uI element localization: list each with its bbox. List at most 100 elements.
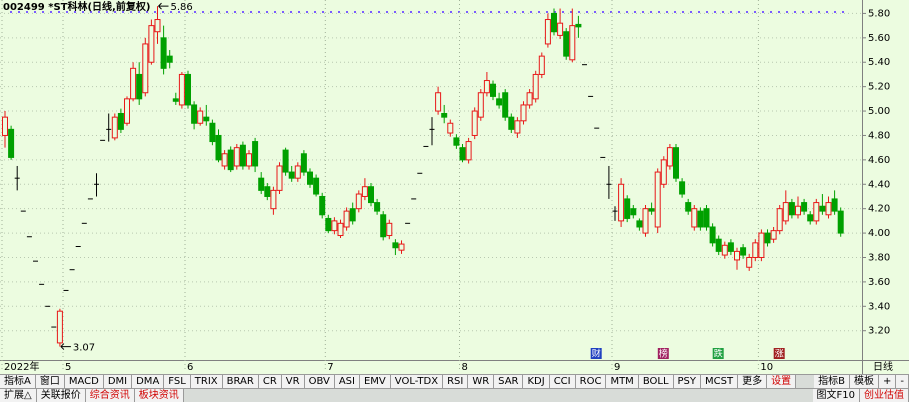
candle-body bbox=[648, 208, 655, 212]
button[interactable]: 扩展△ bbox=[0, 389, 37, 402]
button[interactable]: CR bbox=[258, 375, 282, 388]
candle-body bbox=[697, 210, 704, 228]
candle-body bbox=[673, 147, 679, 179]
candle-body bbox=[319, 195, 326, 216]
candle-body bbox=[837, 210, 844, 234]
candle-body bbox=[264, 186, 271, 197]
button[interactable]: VOL-TDX bbox=[390, 375, 444, 388]
button[interactable]: WR bbox=[468, 375, 495, 388]
y-tick-label: 4.80 bbox=[868, 130, 890, 141]
event-label: 跌 bbox=[714, 349, 723, 360]
candle-body bbox=[136, 73, 143, 100]
button[interactable]: ROC bbox=[575, 375, 607, 388]
candle-body bbox=[386, 222, 393, 237]
y-tick-label: 5.60 bbox=[868, 33, 890, 44]
candle-body bbox=[307, 171, 313, 185]
event-marker bbox=[657, 348, 669, 359]
candle-body bbox=[337, 222, 344, 237]
button[interactable]: VR bbox=[281, 375, 305, 388]
button[interactable]: MTM bbox=[606, 375, 639, 388]
candle-body bbox=[227, 149, 234, 171]
candle-body bbox=[691, 208, 698, 228]
candle-body bbox=[270, 189, 277, 210]
button[interactable]: FSL bbox=[164, 375, 191, 388]
candle-body bbox=[331, 220, 338, 232]
button[interactable]: 图文F10 bbox=[812, 389, 860, 402]
button[interactable]: MCST bbox=[701, 375, 739, 388]
button[interactable]: 综合资讯 bbox=[85, 389, 135, 402]
candle-body bbox=[191, 104, 198, 124]
candle-body bbox=[758, 232, 765, 258]
button[interactable]: 更多 bbox=[738, 375, 768, 388]
y-tick-label: 5.40 bbox=[868, 57, 890, 68]
candle-body bbox=[715, 238, 722, 252]
candle-body bbox=[453, 137, 460, 146]
candle-body bbox=[221, 153, 228, 167]
button[interactable]: PSY bbox=[673, 375, 702, 388]
button[interactable]: 窗口 bbox=[35, 375, 65, 388]
candle-body bbox=[569, 25, 576, 61]
button[interactable]: DMI bbox=[103, 375, 133, 388]
button[interactable]: 模板 bbox=[850, 375, 879, 388]
candle-body bbox=[435, 92, 442, 112]
button[interactable]: CCI bbox=[549, 375, 576, 388]
button[interactable]: OBV bbox=[304, 375, 335, 388]
annotation-label: 3.07 bbox=[73, 343, 95, 354]
button[interactable]: DMA bbox=[132, 375, 165, 388]
x-tick-label: 5 bbox=[65, 362, 71, 373]
candle-body bbox=[8, 128, 15, 158]
candle-body bbox=[685, 202, 692, 212]
candle-body bbox=[508, 116, 515, 130]
button[interactable]: + bbox=[879, 375, 897, 388]
candle-body bbox=[477, 92, 484, 118]
candle-body bbox=[471, 110, 478, 136]
button[interactable]: BRAR bbox=[222, 375, 259, 388]
button[interactable]: 指标B bbox=[814, 375, 850, 388]
candle-body bbox=[111, 116, 118, 139]
candle-body bbox=[666, 147, 673, 167]
button[interactable]: 关联报价 bbox=[36, 389, 86, 402]
button[interactable]: EMV bbox=[359, 375, 391, 388]
button[interactable]: RSI bbox=[443, 375, 469, 388]
candle-body bbox=[276, 165, 283, 191]
candle-body bbox=[703, 208, 710, 228]
button[interactable]: 指标A bbox=[0, 375, 36, 388]
candle-body bbox=[642, 208, 649, 234]
candle-body bbox=[520, 104, 527, 122]
candle-body bbox=[374, 202, 381, 212]
candle-body bbox=[160, 37, 167, 69]
candle-body bbox=[709, 226, 716, 244]
button[interactable]: - bbox=[896, 375, 909, 388]
button[interactable]: SAR bbox=[494, 375, 524, 388]
candle-body bbox=[154, 19, 161, 33]
y-tick-label: 4.40 bbox=[868, 179, 890, 190]
button[interactable]: 板块资讯 bbox=[134, 389, 184, 402]
candle-body bbox=[124, 98, 130, 124]
candle-body bbox=[660, 159, 667, 185]
button[interactable]: MACD bbox=[64, 375, 104, 388]
candle-body bbox=[294, 165, 301, 179]
candle-body bbox=[514, 120, 521, 134]
candle-body bbox=[807, 214, 814, 222]
button[interactable]: BOLL bbox=[638, 375, 674, 388]
candle-body bbox=[325, 217, 332, 232]
candle-body bbox=[203, 116, 210, 122]
candle-body bbox=[148, 25, 155, 63]
candle-body bbox=[813, 202, 820, 222]
button[interactable]: TRIX bbox=[190, 375, 223, 388]
x-tick-label: 8 bbox=[462, 362, 468, 373]
candle-body bbox=[185, 73, 191, 106]
candle-body bbox=[166, 55, 173, 63]
candle-body bbox=[392, 242, 399, 249]
candle-body bbox=[557, 22, 564, 36]
button[interactable]: 设置 bbox=[767, 375, 797, 388]
candle-body bbox=[727, 242, 734, 252]
button[interactable]: 创业估值 bbox=[860, 389, 909, 402]
candle-body bbox=[282, 149, 289, 173]
button[interactable]: KDJ bbox=[523, 375, 550, 388]
button[interactable]: ASI bbox=[334, 375, 360, 388]
x-tick-label: 7 bbox=[327, 362, 333, 373]
candle-body bbox=[178, 73, 185, 106]
candle-body bbox=[2, 116, 8, 136]
candle-body bbox=[209, 122, 216, 143]
